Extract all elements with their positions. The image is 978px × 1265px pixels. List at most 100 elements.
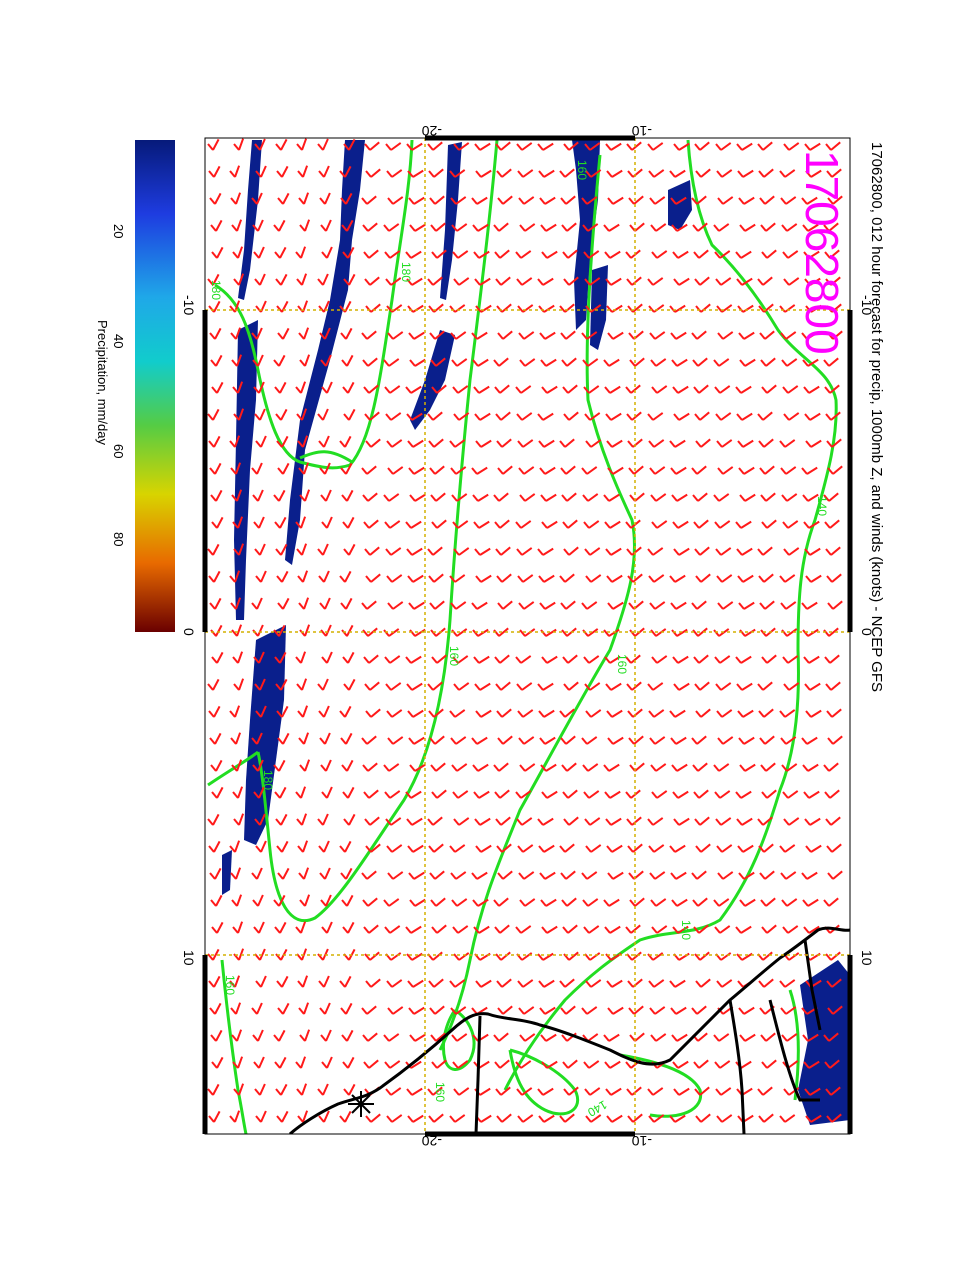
wind-barb xyxy=(211,246,224,259)
wind-barb xyxy=(427,816,443,826)
wind-barb xyxy=(343,138,356,151)
wind-barb xyxy=(385,1087,402,1096)
wind-barb xyxy=(230,327,242,340)
wind-barb xyxy=(497,330,513,340)
wind-barb xyxy=(342,381,355,394)
wind-barb xyxy=(319,867,331,880)
wind-barb xyxy=(494,1059,510,1069)
wind-barb xyxy=(320,219,332,232)
wind-barb xyxy=(519,358,536,367)
wind-barb xyxy=(365,438,381,448)
wind-barb xyxy=(715,547,732,556)
wind-barb xyxy=(563,276,579,286)
wind-barb xyxy=(386,304,403,313)
wind-barb xyxy=(232,1056,244,1069)
wind-barb xyxy=(453,682,470,691)
wind-barb xyxy=(739,628,756,637)
wind-barb xyxy=(253,921,265,934)
wind-barb xyxy=(255,975,267,988)
wind-barb xyxy=(559,978,575,988)
wind-barb xyxy=(428,1113,444,1123)
wind-barb xyxy=(560,600,576,610)
wind-barb xyxy=(408,466,425,475)
wind-barb xyxy=(673,277,690,286)
wind-barb xyxy=(648,574,665,583)
wind-barb xyxy=(208,570,221,583)
contour-line xyxy=(438,154,636,1051)
wind-barb xyxy=(251,597,263,610)
wind-barb xyxy=(648,169,665,178)
wind-barb xyxy=(428,168,444,178)
wind-barb xyxy=(320,759,332,772)
wind-barb xyxy=(365,1113,381,1123)
lon-tick-top: 0 xyxy=(859,628,875,636)
wind-barb xyxy=(649,736,666,745)
wind-barb xyxy=(803,1060,820,1069)
contour-line xyxy=(441,1008,476,1071)
wind-barb xyxy=(385,277,402,286)
wind-barb xyxy=(670,196,687,205)
wind-barb xyxy=(363,249,379,259)
wind-barb xyxy=(365,708,381,718)
wind-barb xyxy=(320,489,332,502)
wind-barb xyxy=(670,601,687,610)
wind-barb xyxy=(516,412,533,421)
wind-barb xyxy=(627,573,643,583)
lon-tick-bottom: 10 xyxy=(181,950,197,966)
wind-barb xyxy=(736,142,753,151)
wind-barb xyxy=(826,438,842,448)
wind-barb xyxy=(320,1029,332,1042)
wind-barb xyxy=(669,304,686,313)
wind-barb xyxy=(475,304,492,313)
wind-barb xyxy=(431,519,447,529)
wind-barb xyxy=(229,705,241,718)
wind-barb xyxy=(651,520,668,529)
wind-barb xyxy=(255,705,267,718)
wind-barb xyxy=(497,600,513,610)
wind-barb xyxy=(343,543,356,556)
wind-barb xyxy=(453,412,470,421)
wind-barb xyxy=(276,840,289,853)
wind-barb xyxy=(583,790,600,799)
wind-barb xyxy=(453,142,470,151)
wind-barb xyxy=(825,681,841,691)
wind-barb xyxy=(275,1083,288,1096)
wind-barb xyxy=(538,1114,555,1123)
wind-barb xyxy=(823,627,839,637)
wind-barb xyxy=(409,628,426,637)
wind-barb xyxy=(208,435,221,448)
wind-barb xyxy=(824,1059,840,1069)
wind-barb xyxy=(275,678,288,691)
wind-barb xyxy=(210,624,223,637)
wind-barb xyxy=(695,438,711,448)
wind-barb xyxy=(649,871,666,880)
wind-barb xyxy=(518,331,535,340)
wind-barb xyxy=(342,921,355,934)
wind-barb xyxy=(275,273,288,286)
wind-barb xyxy=(451,1033,468,1042)
wind-barb xyxy=(669,709,686,718)
wind-barb xyxy=(229,975,241,988)
wind-barb xyxy=(739,223,756,232)
wind-barb xyxy=(803,520,820,529)
wind-barb xyxy=(584,1087,601,1096)
wind-barb xyxy=(318,300,330,313)
wind-barb xyxy=(538,709,555,718)
wind-barb xyxy=(408,1006,425,1015)
wind-barb xyxy=(604,1060,621,1069)
wind-barb xyxy=(823,492,839,502)
wind-barb xyxy=(452,655,469,664)
wind-barb xyxy=(628,195,644,205)
wind-barb xyxy=(493,492,509,502)
colorbar-tick: 40 xyxy=(111,334,126,348)
wind-barb xyxy=(670,1006,687,1015)
precip-patch xyxy=(234,320,258,620)
wind-barb xyxy=(273,1029,286,1042)
wind-barb xyxy=(517,844,534,853)
wind-barb xyxy=(405,925,422,934)
wind-barb xyxy=(364,951,380,961)
wind-barb xyxy=(695,843,711,853)
wind-barb xyxy=(495,411,511,421)
wind-barb xyxy=(694,681,710,691)
wind-barb xyxy=(318,165,330,178)
